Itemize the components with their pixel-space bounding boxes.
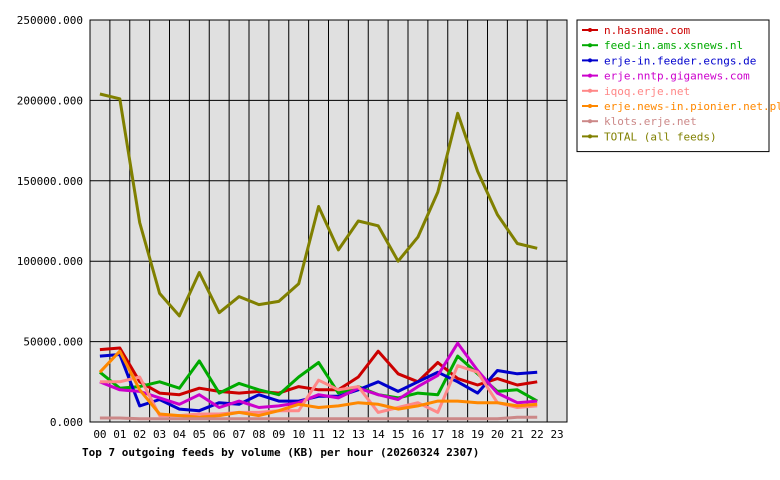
x-tick-label: 21 bbox=[511, 428, 524, 441]
y-tick-label: 100000.000 bbox=[17, 255, 83, 268]
x-tick-label: 12 bbox=[332, 428, 345, 441]
x-tick-label: 01 bbox=[113, 428, 126, 441]
legend-label: erje.nntp.giganews.com bbox=[604, 70, 750, 83]
x-tick-label: 22 bbox=[531, 428, 544, 441]
x-tick-label: 20 bbox=[491, 428, 504, 441]
series-line bbox=[98, 354, 538, 403]
x-tick-label: 23 bbox=[550, 428, 563, 441]
series-line bbox=[99, 92, 538, 318]
legend-marker bbox=[588, 28, 592, 32]
y-tick-label: 150000.000 bbox=[17, 175, 83, 188]
y-tick-label: 50000.000 bbox=[23, 336, 83, 349]
legend-label: iqoq.erje.net bbox=[604, 85, 690, 98]
x-tick-label: 11 bbox=[312, 428, 325, 441]
legend-marker bbox=[588, 134, 592, 139]
x-tick-label: 18 bbox=[451, 428, 464, 441]
y-tick-label: 0.000 bbox=[50, 416, 83, 429]
x-tick-label: 06 bbox=[213, 428, 226, 441]
x-tick-label: 16 bbox=[411, 428, 424, 441]
x-tick-label: 03 bbox=[153, 428, 166, 441]
chart-title: Top 7 outgoing feeds by volume (KB) per … bbox=[82, 446, 479, 459]
legend-marker bbox=[588, 88, 592, 93]
x-tick-label: 04 bbox=[173, 428, 187, 441]
legend-label: feed-in.ams.xsnews.nl bbox=[604, 39, 743, 52]
x-tick-label: 09 bbox=[272, 428, 285, 441]
series-line bbox=[99, 415, 538, 421]
x-tick-label: 14 bbox=[372, 428, 386, 441]
legend-label: n.hasname.com bbox=[604, 24, 690, 37]
x-tick-label: 10 bbox=[292, 428, 305, 441]
legend-label: klots.erje.net bbox=[604, 115, 697, 128]
series-line bbox=[99, 341, 538, 409]
legend-label: erje-in.feeder.ecngs.de bbox=[604, 54, 756, 67]
series-line bbox=[99, 346, 538, 397]
legend-label: erje.news-in.pionier.net.pl bbox=[604, 100, 780, 113]
legend-marker bbox=[588, 58, 592, 63]
legend-marker bbox=[588, 104, 592, 108]
x-tick-label: 00 bbox=[93, 428, 106, 441]
x-tick-label: 17 bbox=[431, 428, 444, 441]
x-tick-label: 05 bbox=[193, 428, 206, 441]
legend-marker bbox=[588, 43, 592, 48]
x-tick-label: 15 bbox=[391, 428, 404, 441]
legend-box bbox=[576, 19, 770, 153]
x-tick-label: 02 bbox=[133, 428, 146, 441]
y-tick-label: 250000.000 bbox=[17, 14, 83, 27]
legend-label: TOTAL (all feeds) bbox=[604, 130, 717, 143]
x-tick-label: 19 bbox=[471, 428, 484, 441]
x-tick-label: 13 bbox=[352, 428, 365, 441]
x-tick-label: 08 bbox=[252, 428, 265, 441]
y-tick-label: 200000.000 bbox=[17, 94, 83, 107]
x-tick-label: 07 bbox=[232, 428, 245, 441]
series-line bbox=[98, 349, 538, 419]
legend-marker bbox=[588, 73, 592, 78]
legend-marker bbox=[588, 119, 592, 124]
